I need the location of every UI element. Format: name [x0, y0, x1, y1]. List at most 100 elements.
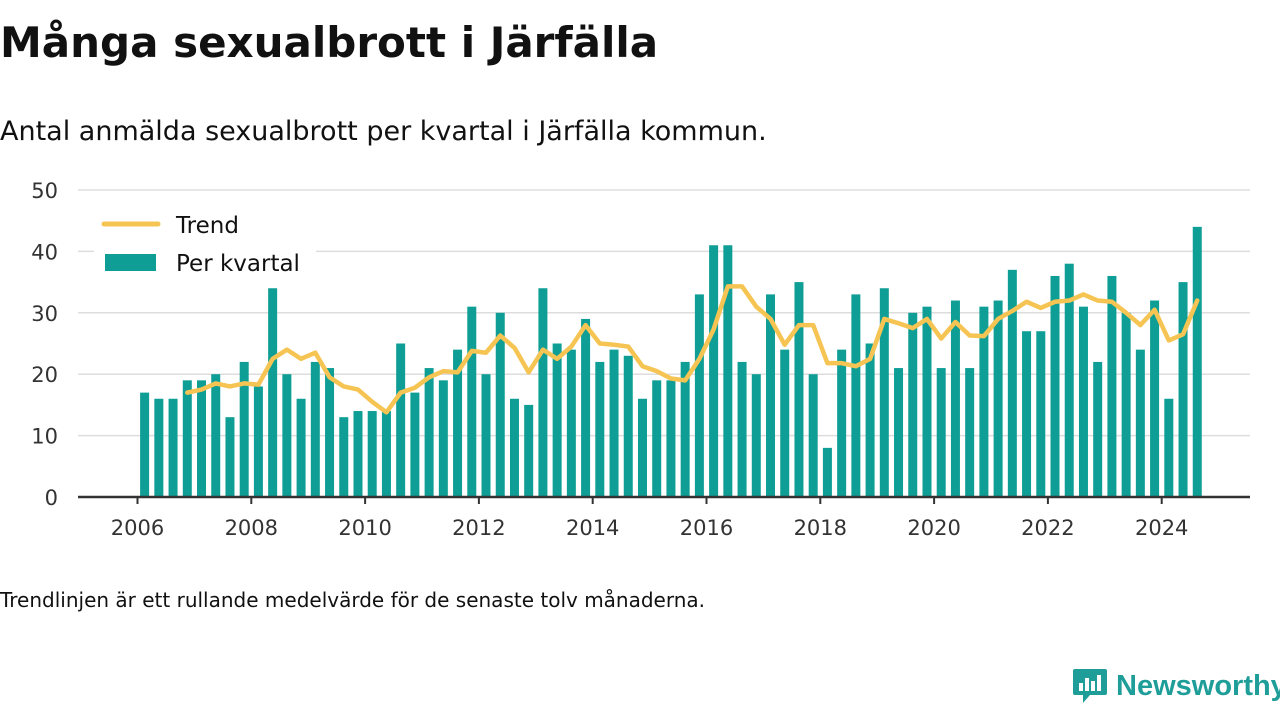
bar [1107, 275, 1117, 497]
legend-background [94, 207, 316, 285]
bar [495, 312, 505, 497]
newsworthy-logo-icon [1073, 669, 1107, 703]
bar [822, 447, 832, 497]
brand-name: Newsworthy [1116, 669, 1280, 702]
x-tick-label: 2008 [225, 516, 278, 540]
bar [595, 361, 605, 497]
bar [751, 374, 761, 497]
trend-series [185, 284, 1200, 415]
bar [1192, 226, 1202, 497]
bar [851, 294, 861, 497]
bar [865, 343, 875, 497]
bar [225, 417, 235, 497]
bar [680, 361, 690, 497]
bar [623, 355, 633, 497]
bar [837, 349, 847, 497]
bar [1121, 312, 1131, 497]
bar [1078, 306, 1088, 497]
legend-bar-label: Per kvartal [176, 251, 300, 277]
bar [950, 300, 960, 497]
bar [879, 288, 889, 497]
bar [1022, 331, 1032, 497]
bar [154, 398, 164, 497]
bar [353, 411, 363, 497]
bar [1135, 349, 1145, 497]
x-tick-label: 2016 [680, 516, 733, 540]
bar [239, 361, 249, 497]
bar [325, 368, 335, 497]
bar [894, 368, 904, 497]
bar [396, 343, 406, 497]
brand-logo[interactable]: Newsworthy [1072, 664, 1280, 708]
bar [410, 392, 420, 497]
x-tick-label: 2006 [111, 516, 164, 540]
bar [182, 380, 192, 497]
bar [1036, 331, 1046, 497]
bar [1050, 275, 1060, 497]
bar [1064, 263, 1074, 497]
x-tick-label: 2010 [338, 516, 391, 540]
bar [253, 386, 263, 497]
trend-line [185, 284, 1200, 415]
bar [694, 294, 704, 497]
footnote: Trendlinjen är ett rullande medelvärde f… [0, 588, 706, 612]
x-tick-label: 2012 [452, 516, 505, 540]
x-tick-label: 2020 [907, 516, 960, 540]
y-tick-label: 10 [31, 425, 58, 449]
bar [652, 380, 662, 497]
bar [723, 245, 733, 497]
bar [438, 380, 448, 497]
x-tick-label: 2018 [794, 516, 847, 540]
bar [467, 306, 477, 497]
x-tick-label: 2014 [566, 516, 619, 540]
bar-series [140, 226, 1202, 497]
bar [481, 374, 491, 497]
bar-line-chart: 0 10 20 30 40 50 2006 2008 2010 2012 2014 2016 2018… [31, 179, 1250, 540]
bar [637, 398, 647, 497]
bar [965, 368, 975, 497]
y-tick-label: 20 [31, 363, 58, 387]
y-tick-label: 0 [45, 486, 58, 510]
bar [339, 417, 349, 497]
bar [908, 312, 918, 497]
bar [936, 368, 946, 497]
legend: Trend Per kvartal [94, 207, 316, 285]
bar [709, 245, 719, 497]
bar [1093, 361, 1103, 497]
bar [581, 318, 591, 497]
bar [296, 398, 306, 497]
bar [1164, 398, 1174, 497]
y-tick-label: 40 [31, 240, 58, 264]
bar [367, 411, 377, 497]
bar [211, 374, 221, 497]
bar [566, 349, 576, 497]
bar [1007, 269, 1017, 497]
x-axis-ticks: 2006 2008 2010 2012 2014 2016 2018 2020 2022 2024 [111, 497, 1188, 540]
page-title: Många sexualbrott i Järfälla [0, 18, 659, 67]
bar [552, 343, 562, 497]
bar [424, 368, 434, 497]
bar [140, 392, 150, 497]
bar [453, 349, 463, 497]
chart-subtitle: Antal anmälda sexualbrott per kvartal i … [0, 116, 767, 147]
bar [979, 306, 989, 497]
bar [1178, 282, 1188, 497]
bar [737, 361, 747, 497]
x-tick-label: 2024 [1135, 516, 1188, 540]
bar [197, 380, 207, 497]
legend-trend-label: Trend [175, 213, 239, 239]
bar [766, 294, 776, 497]
bar [922, 306, 932, 497]
bar [538, 288, 548, 497]
y-tick-label: 50 [31, 179, 58, 203]
bar [381, 411, 391, 497]
bar [666, 380, 676, 497]
bar [808, 374, 818, 497]
bar [1150, 300, 1160, 497]
bar [780, 349, 790, 497]
bar [268, 288, 278, 497]
bar [282, 374, 292, 497]
x-tick-label: 2022 [1021, 516, 1074, 540]
bar [310, 361, 320, 497]
bar [168, 398, 178, 497]
